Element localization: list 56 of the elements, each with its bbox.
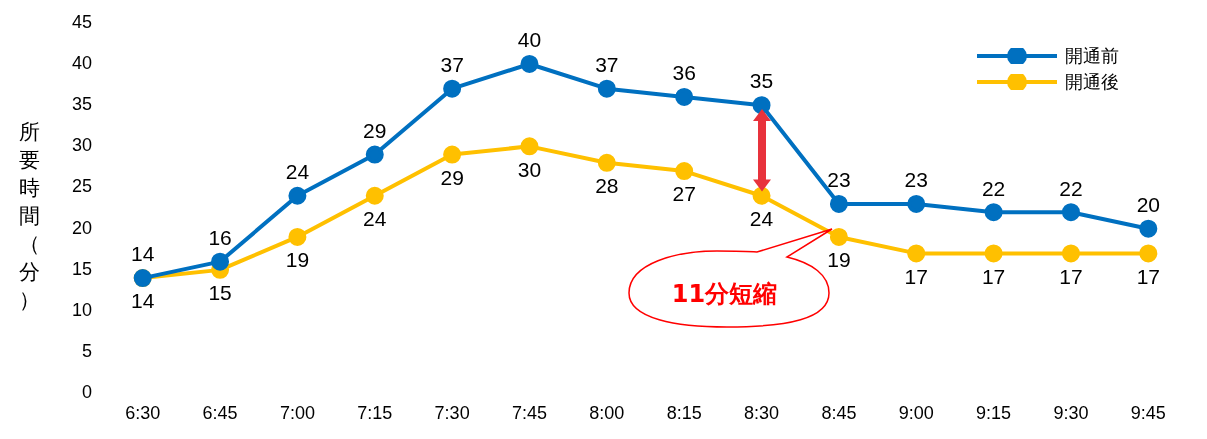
x-tick-label: 9:15 <box>976 403 1012 424</box>
data-label: 19 <box>827 248 851 272</box>
x-tick-label: 9:00 <box>898 403 934 424</box>
data-label: 15 <box>208 281 232 305</box>
data-label: 37 <box>440 52 464 76</box>
data-label: 14 <box>131 242 155 266</box>
y-tick-label: 40 <box>71 52 93 73</box>
data-label: 28 <box>595 174 619 198</box>
x-tick-label: 6:45 <box>202 403 238 424</box>
annotation: 11分短縮 <box>671 279 778 311</box>
y-tick-label: 15 <box>71 258 93 279</box>
data-label: 27 <box>672 182 696 206</box>
x-tick-label: 8:45 <box>821 403 857 424</box>
y-tick-label: 35 <box>71 94 93 115</box>
data-label: 17 <box>981 264 1006 288</box>
data-label: 14 <box>131 289 155 313</box>
data-label: 20 <box>1136 192 1160 216</box>
x-tick-label: 7:45 <box>511 403 547 424</box>
y-tick-label: 0 <box>82 382 93 403</box>
y-axis-title: 所要時間（分） <box>17 119 41 314</box>
data-label: 35 <box>749 69 774 93</box>
data-label: 40 <box>517 28 542 52</box>
data-label: 23 <box>827 168 851 192</box>
y-tick-label: 5 <box>82 341 93 362</box>
x-tick-label: 8:15 <box>666 403 702 424</box>
x-tick-label: 6:30 <box>125 403 161 424</box>
data-label: 17 <box>904 264 928 288</box>
x-tick-label: 8:00 <box>589 403 625 424</box>
x-tick-label: 7:00 <box>279 403 315 424</box>
data-label: 22 <box>1059 176 1083 200</box>
data-label: 36 <box>672 61 696 85</box>
data-label: 23 <box>904 168 928 192</box>
legend-label: 開通後 <box>1065 69 1119 94</box>
data-label: 19 <box>285 248 310 272</box>
y-tick-label: 20 <box>71 217 93 238</box>
data-label: 29 <box>440 165 464 189</box>
x-tick-label: 7:30 <box>434 403 470 424</box>
data-label: 29 <box>363 118 387 142</box>
x-tick-label: 7:15 <box>357 403 393 424</box>
data-label: 17 <box>1059 264 1083 288</box>
x-tick-label: 9:45 <box>1130 403 1166 424</box>
data-label: 24 <box>285 160 310 184</box>
data-label: 24 <box>363 207 387 231</box>
data-label: 37 <box>595 52 619 76</box>
y-tick-label: 30 <box>71 135 93 156</box>
y-tick-label: 25 <box>71 176 93 197</box>
x-tick-label: 8:30 <box>744 403 780 424</box>
data-label: 24 <box>749 207 774 231</box>
y-tick-label: 45 <box>71 11 93 32</box>
x-tick-label: 9:30 <box>1053 403 1089 424</box>
data-label: 30 <box>517 157 542 181</box>
data-label: 22 <box>981 176 1006 200</box>
y-tick-label: 10 <box>71 300 93 321</box>
data-label: 17 <box>1136 264 1160 288</box>
data-label: 16 <box>208 225 232 249</box>
legend-label: 開通前 <box>1065 43 1119 68</box>
